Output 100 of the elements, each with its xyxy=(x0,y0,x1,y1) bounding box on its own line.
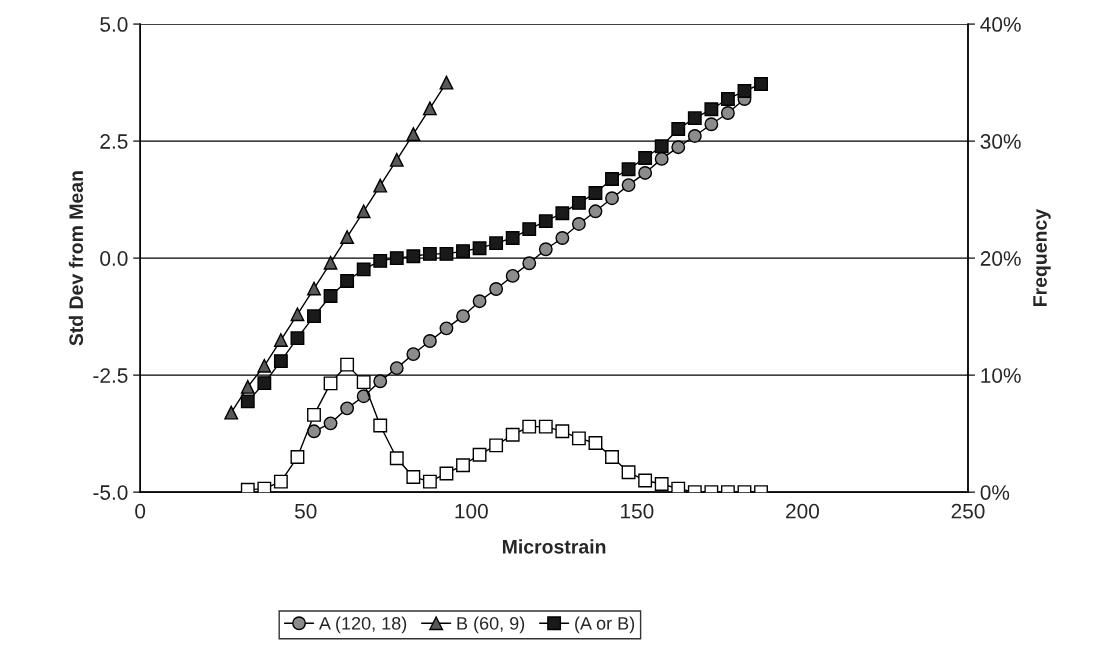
legend-label: A (120, 18) xyxy=(318,616,407,634)
point xyxy=(555,231,570,245)
point xyxy=(472,294,487,309)
y2-tick-label: 40% xyxy=(980,17,1021,32)
point xyxy=(389,152,404,167)
point xyxy=(373,178,388,193)
point xyxy=(422,474,437,489)
point xyxy=(356,262,371,277)
point xyxy=(571,217,586,231)
point xyxy=(323,376,338,391)
y-axis-title: Std Dev from Mean xyxy=(68,171,84,346)
point xyxy=(472,241,487,256)
point xyxy=(538,214,553,229)
point xyxy=(406,469,421,484)
point xyxy=(671,140,686,155)
point xyxy=(290,450,305,464)
point xyxy=(257,358,272,373)
point xyxy=(439,321,454,336)
x-tick-label: 100 xyxy=(455,503,488,519)
point xyxy=(538,242,553,257)
point xyxy=(555,424,570,439)
y-tick-label: 0.0 xyxy=(100,251,128,266)
point xyxy=(439,246,454,261)
point xyxy=(406,249,421,264)
x-tick-label: 250 xyxy=(951,503,985,519)
point xyxy=(638,473,653,488)
point xyxy=(720,106,735,120)
x-tick-label: 150 xyxy=(621,503,654,519)
x-tick-label: 50 xyxy=(294,503,317,519)
point xyxy=(671,121,686,136)
point xyxy=(456,244,470,259)
point xyxy=(257,481,272,493)
point xyxy=(257,376,272,391)
y2-tick-label: 0% xyxy=(980,485,1010,500)
point xyxy=(224,405,239,420)
point xyxy=(489,236,504,251)
point xyxy=(323,255,338,270)
y2-axis-title: Frequency xyxy=(1033,209,1051,306)
point xyxy=(588,186,603,201)
point xyxy=(323,289,338,303)
point xyxy=(720,92,735,106)
point xyxy=(439,466,454,481)
point xyxy=(340,274,355,289)
x-tick-label: 0 xyxy=(135,503,146,519)
point xyxy=(605,172,619,186)
point xyxy=(555,206,570,221)
point xyxy=(307,281,321,296)
y-tick-label: -2.5 xyxy=(93,368,128,383)
point xyxy=(323,416,338,431)
point xyxy=(406,347,421,362)
point xyxy=(389,251,404,266)
point xyxy=(621,178,636,193)
point xyxy=(571,195,586,210)
point xyxy=(240,379,255,394)
point xyxy=(307,424,321,439)
legend-label: B (60, 9) xyxy=(457,616,525,634)
point xyxy=(422,246,437,261)
point xyxy=(638,151,653,165)
y2-tick-label: 10% xyxy=(981,368,1021,383)
y2-tick-label: 20% xyxy=(980,251,1021,266)
point xyxy=(505,268,520,283)
point xyxy=(588,436,603,450)
point xyxy=(356,375,371,390)
point xyxy=(456,309,470,324)
y-tick-label: -5.0 xyxy=(93,485,128,500)
point xyxy=(307,407,321,422)
point xyxy=(406,127,421,142)
y-tick-label: 5.0 xyxy=(100,17,128,32)
point xyxy=(389,361,404,376)
point xyxy=(307,309,321,324)
point xyxy=(422,334,437,348)
point xyxy=(240,394,255,409)
point xyxy=(588,204,603,219)
point xyxy=(373,374,388,389)
point xyxy=(654,151,669,166)
point xyxy=(389,451,404,466)
point xyxy=(571,431,586,446)
point xyxy=(654,477,669,491)
point xyxy=(754,77,768,91)
point xyxy=(522,419,537,434)
point xyxy=(522,222,537,237)
point xyxy=(638,165,653,180)
point xyxy=(373,253,388,268)
point xyxy=(605,450,619,464)
point xyxy=(273,474,288,489)
legend-label: (A or B) xyxy=(575,616,635,634)
point xyxy=(290,331,305,346)
point xyxy=(737,84,752,98)
point xyxy=(621,465,636,480)
point xyxy=(472,447,487,462)
y-tick-label: 2.5 xyxy=(100,134,128,149)
point xyxy=(505,231,520,245)
point xyxy=(489,438,504,453)
x-tick-label: 200 xyxy=(786,503,819,519)
point xyxy=(340,401,355,416)
point xyxy=(704,117,719,132)
point xyxy=(505,427,520,442)
point xyxy=(522,256,537,271)
point xyxy=(538,419,553,434)
point xyxy=(654,139,669,154)
